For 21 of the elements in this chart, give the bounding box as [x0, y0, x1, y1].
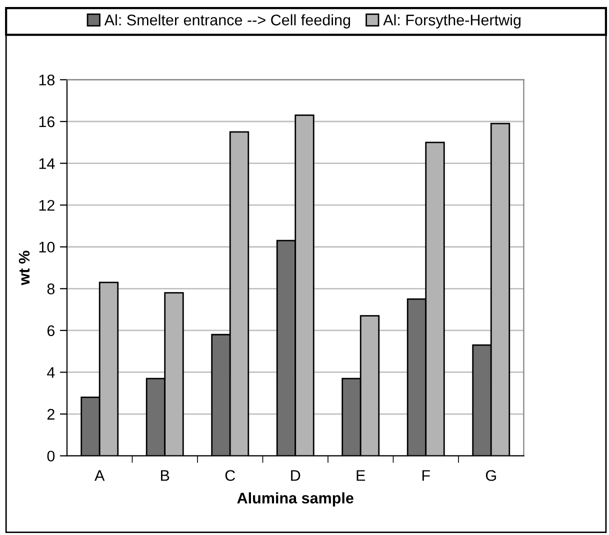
- x-axis-title: Alumina sample: [237, 492, 354, 507]
- x-tick-label: B: [161, 470, 170, 481]
- x-tick-label: A: [94, 470, 105, 481]
- y-axis-title: wt %: [18, 250, 30, 286]
- y-tick-label: 12: [39, 200, 54, 211]
- y-tick-label: 0: [47, 450, 55, 462]
- x-tick-label: F: [422, 470, 430, 481]
- x-tick-label: C: [225, 470, 236, 481]
- y-tick-label: 18: [39, 74, 55, 86]
- x-tick-label: E: [356, 470, 366, 481]
- legend-label: Al: Smelter entrance --> Cell feeding: [104, 14, 350, 28]
- x-tick-label: G: [486, 470, 496, 481]
- y-tick-label: 6: [47, 325, 55, 336]
- y-tick-label: 16: [39, 116, 55, 128]
- y-tick-label: 4: [47, 367, 55, 378]
- y-tick-label: 14: [39, 158, 55, 169]
- y-tick-label: 10: [39, 242, 55, 253]
- legend-label: Al: Forsythe-Hertwig: [383, 14, 520, 28]
- y-tick-label: 2: [47, 408, 54, 420]
- y-tick-label: 8: [47, 284, 55, 294]
- x-tick-label: D: [291, 470, 300, 481]
